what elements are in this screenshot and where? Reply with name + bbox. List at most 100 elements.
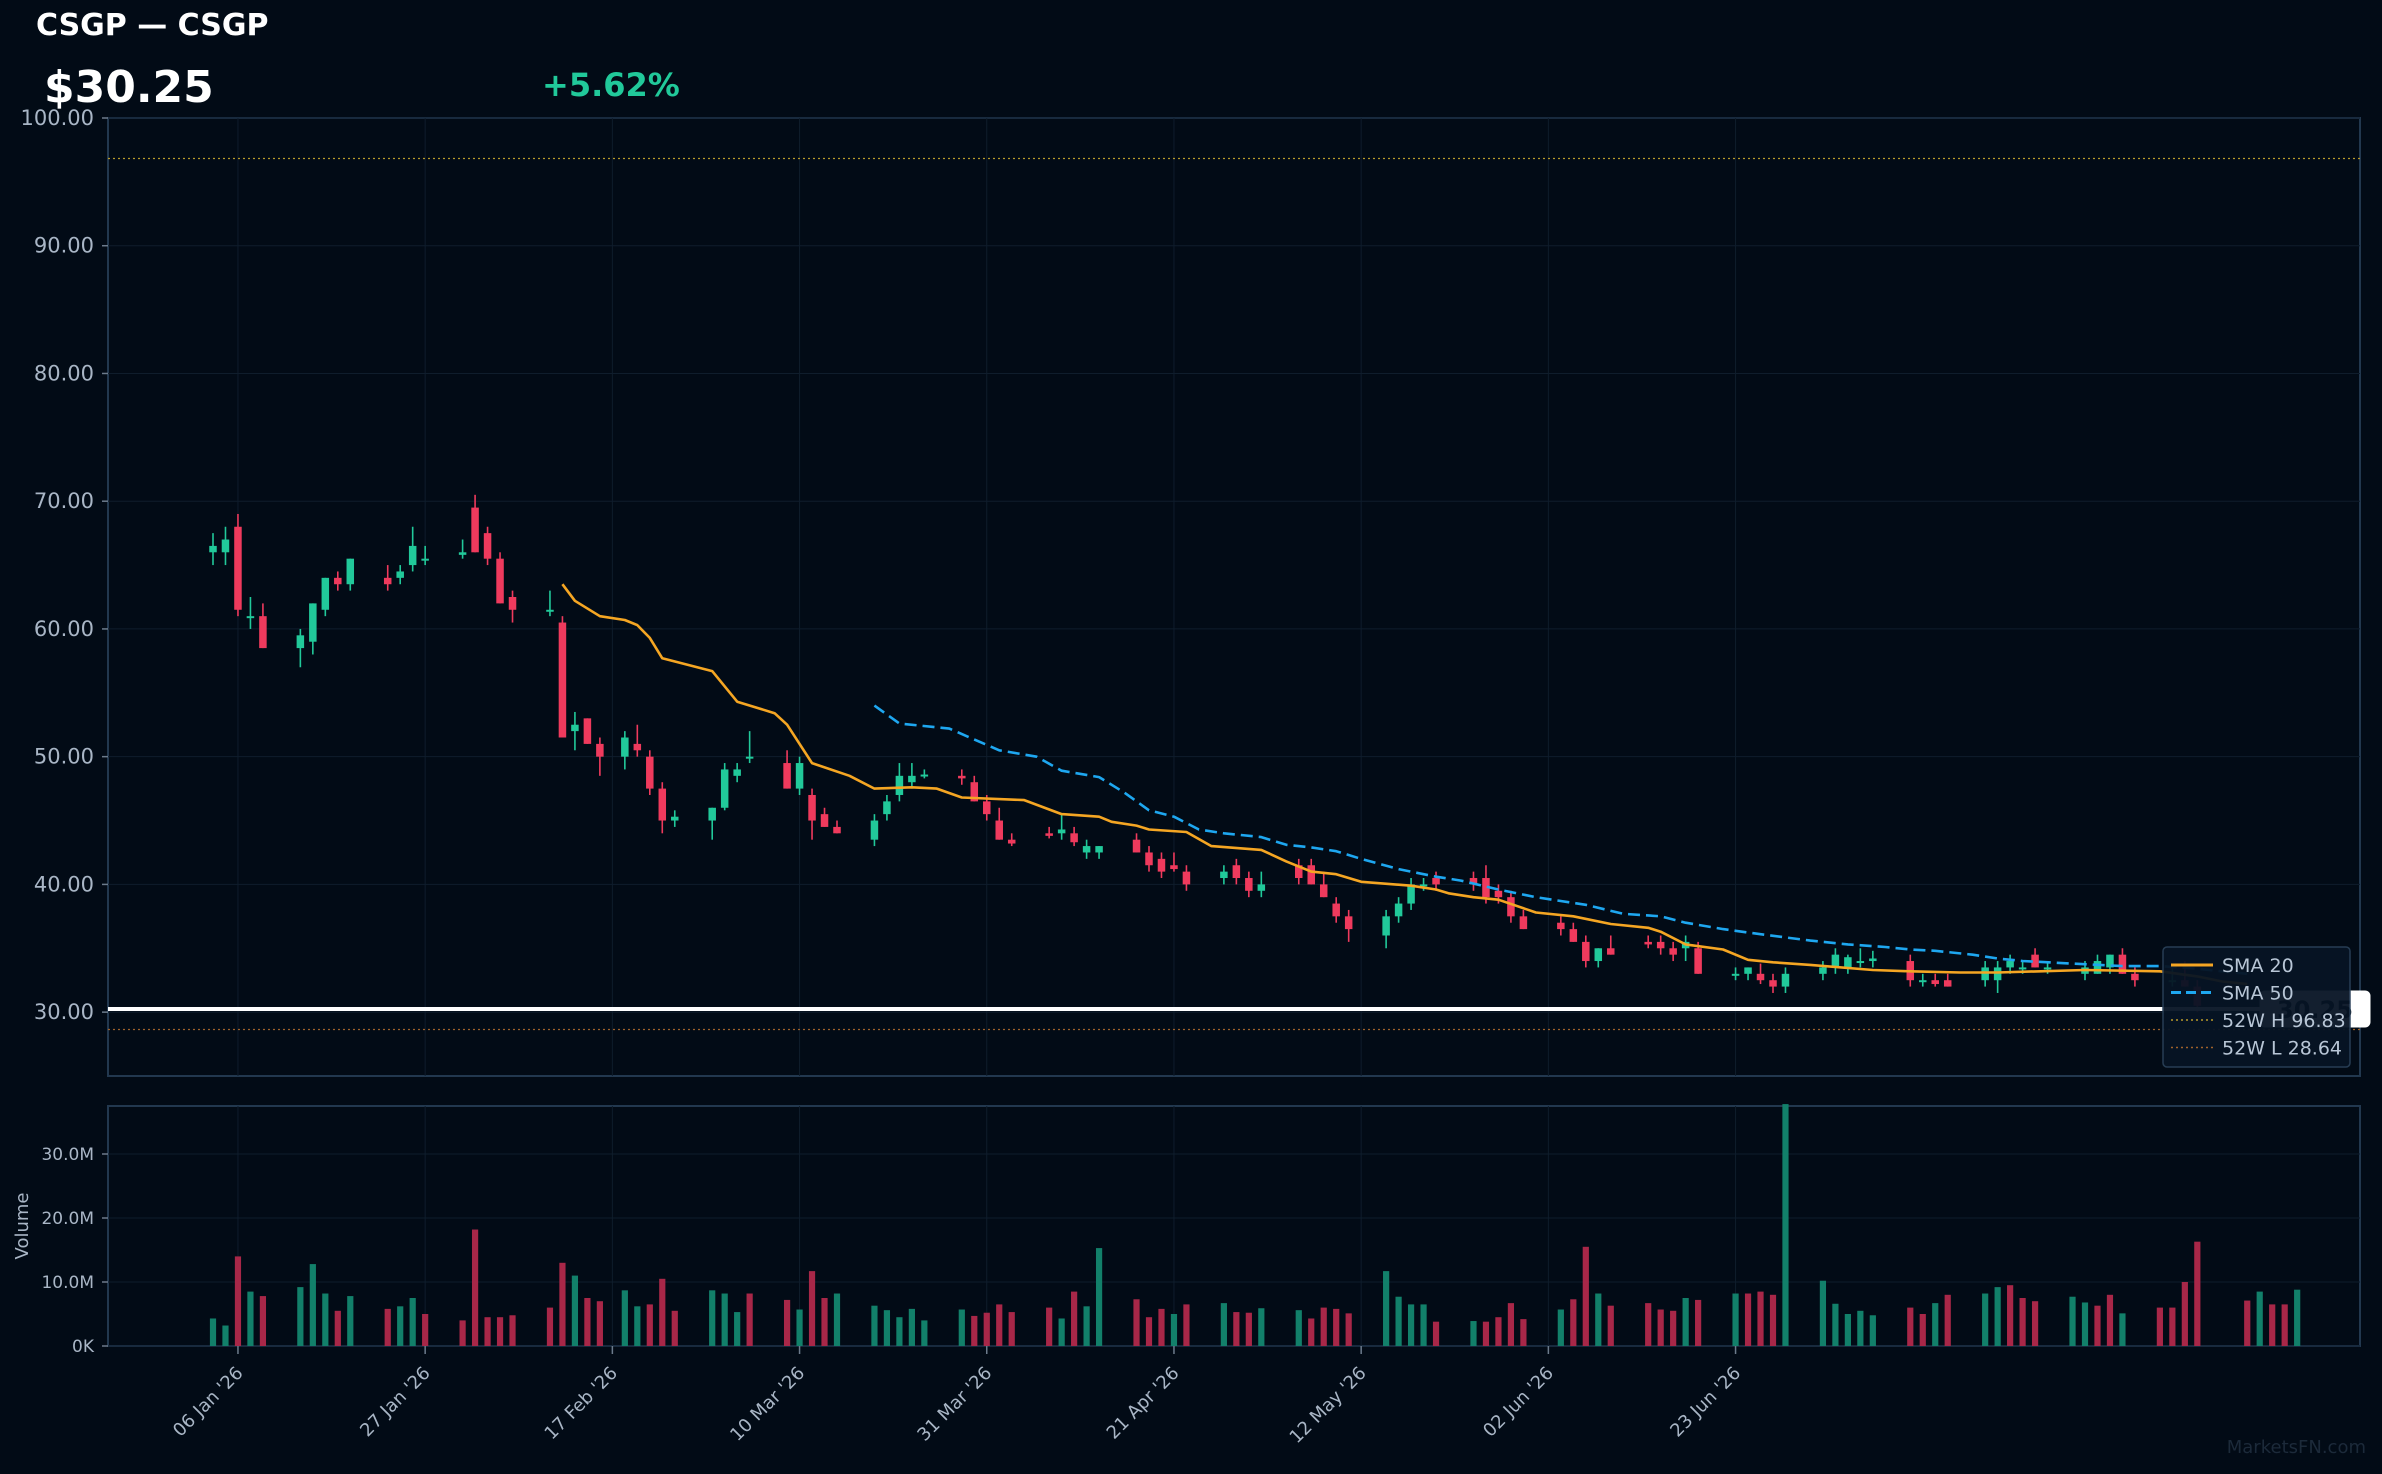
volume-bar	[1071, 1291, 1078, 1346]
candle-body	[234, 526, 242, 610]
legend: SMA 20 SMA 50 52W H 96.83 52W L 28.64	[2162, 946, 2351, 1068]
volume-bar	[1245, 1312, 1252, 1346]
candle-body	[633, 743, 642, 751]
volume-bar	[209, 1318, 217, 1346]
volume-bar	[1046, 1307, 1053, 1346]
volume-bar	[883, 1310, 891, 1346]
volume-bar	[1170, 1314, 1178, 1346]
volume-bar	[1682, 1298, 1689, 1346]
volume-bar	[1732, 1293, 1739, 1346]
candle-body	[1756, 973, 1765, 981]
volume-bar	[2119, 1313, 2126, 1346]
candle-body	[471, 507, 479, 553]
candle-body	[733, 769, 741, 776]
candle-body	[1045, 833, 1053, 836]
candle-body	[995, 820, 1003, 840]
volume-bar	[596, 1301, 603, 1346]
volume-bar	[1507, 1303, 1515, 1346]
volume-bar	[234, 1256, 242, 1346]
candle-body	[408, 545, 417, 566]
volume-bar	[334, 1310, 341, 1346]
candle-body	[1232, 865, 1241, 879]
volume-bar	[808, 1271, 816, 1346]
volume-bar	[1657, 1309, 1664, 1346]
volume-bar	[509, 1315, 516, 1346]
volume-bar	[1495, 1317, 1502, 1346]
candle-body	[720, 769, 729, 808]
candle-body	[396, 571, 404, 578]
candle-body	[508, 597, 517, 610]
volume-bar	[671, 1310, 678, 1346]
candle-body	[646, 756, 654, 789]
volume-bar	[1557, 1309, 1564, 1346]
volume-bar	[1907, 1307, 1914, 1346]
candle-body	[983, 801, 991, 815]
candle-body	[1432, 878, 1440, 885]
volume-axis-label: Volume	[12, 1193, 33, 1260]
volume-panel: 0K 10.0M 20.0M 30.0M Volume	[12, 1104, 2361, 1357]
volume-bar	[709, 1290, 716, 1346]
volume-bar	[971, 1315, 978, 1346]
candle-body	[1557, 922, 1565, 930]
volume-bar	[1919, 1314, 1926, 1346]
candle-body	[1731, 973, 1740, 976]
volume-bar	[1095, 1248, 1103, 1346]
candle-body	[1007, 839, 1016, 844]
volume-bar	[2169, 1307, 2176, 1346]
x-tick-label: 02 Jun '26	[1479, 1363, 1558, 1442]
volume-bar	[1782, 1104, 1789, 1346]
volume-bar	[721, 1293, 728, 1346]
candle-body	[2118, 954, 2127, 974]
candle-body	[808, 794, 816, 821]
candle-body	[571, 724, 579, 732]
legend-entry: SMA 50	[2222, 983, 2294, 1005]
candle-body	[2131, 973, 2139, 981]
volume-bar	[1570, 1299, 1577, 1346]
volume-bar	[459, 1320, 466, 1346]
volume-bar	[921, 1320, 928, 1346]
volume-bar	[1744, 1293, 1752, 1346]
candle-body	[1132, 839, 1141, 853]
volume-bar	[1333, 1308, 1340, 1346]
candle-body	[1245, 878, 1253, 891]
volume-bar	[1670, 1310, 1677, 1346]
candle-body	[309, 603, 317, 642]
candle-body	[458, 552, 467, 555]
x-axis: 06 Jan '26 27 Jan '26 17 Feb '26 10 Mar '26…	[169, 1346, 1745, 1448]
legend-box	[2162, 946, 2351, 1068]
candle-body	[346, 558, 355, 585]
candle-body	[1607, 948, 1615, 955]
volume-bar	[1432, 1321, 1440, 1346]
candle-body	[334, 577, 342, 585]
volume-bar	[546, 1307, 554, 1346]
candle-body	[1644, 941, 1652, 945]
volume-bar	[1008, 1312, 1015, 1346]
candle-body	[671, 816, 679, 821]
volume-tick-label: 30.0M	[41, 1145, 94, 1165]
volume-bar	[1308, 1318, 1315, 1346]
candle-body	[883, 801, 891, 815]
chart-title: CSGP — CSGP	[36, 8, 269, 43]
candle-body	[1095, 846, 1103, 853]
candle-body	[1319, 884, 1328, 898]
candle-body	[321, 577, 330, 610]
y-tick-label: 100.00	[21, 106, 94, 130]
candle-body	[296, 635, 305, 649]
candle-body	[1669, 948, 1677, 955]
volume-bar	[1695, 1299, 1702, 1346]
volume-bar	[958, 1309, 965, 1346]
candle-body	[870, 820, 879, 840]
candle-body	[820, 814, 829, 827]
volume-bar	[2244, 1300, 2251, 1346]
legend-entry: 52W H 96.83	[2222, 1010, 2346, 1032]
candle-body	[1407, 884, 1415, 904]
candle-body	[2093, 961, 2102, 974]
x-tick-label: 23 Jun '26	[1666, 1363, 1745, 1442]
candle-body	[895, 775, 904, 795]
volume-bar	[1982, 1293, 1989, 1346]
volume-bar	[1407, 1304, 1415, 1346]
x-tick-label: 31 Mar '26	[913, 1363, 996, 1446]
candle-body	[1819, 967, 1827, 974]
candle-body	[1057, 829, 1066, 834]
candle-body	[621, 737, 629, 757]
